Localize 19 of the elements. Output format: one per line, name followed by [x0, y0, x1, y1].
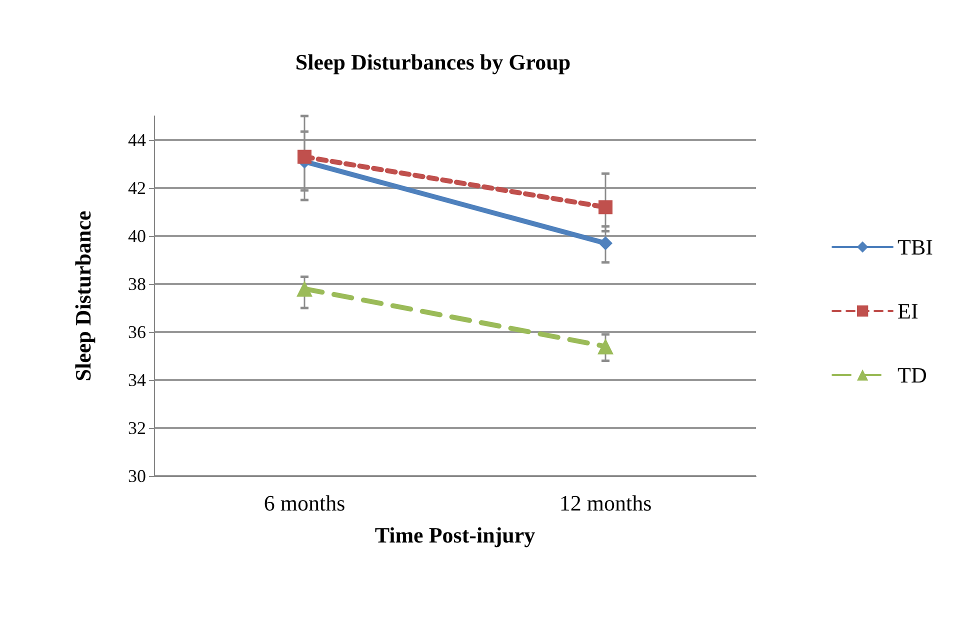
x-tick-label: 6 months — [264, 490, 346, 516]
chart-title: Sleep Disturbances by Group — [295, 50, 571, 74]
legend-label: EI — [898, 298, 918, 324]
y-tick-label: 30 — [128, 466, 146, 486]
point — [598, 236, 612, 250]
point — [598, 200, 612, 214]
x-tick-label: 12 months — [559, 490, 652, 516]
y-tick-label: 44 — [128, 130, 146, 150]
y-tick-label: 40 — [128, 226, 146, 246]
legend-label: TD — [898, 362, 927, 388]
y-tick-label: 42 — [128, 178, 146, 198]
y-tick-label: 32 — [128, 418, 146, 438]
y-axis-title: Sleep Disturbance — [70, 210, 96, 382]
x-axis-title: Time Post-injury — [374, 522, 536, 548]
legend-label: TBI — [898, 234, 934, 260]
y-tick-label: 36 — [128, 322, 146, 342]
y-tick-label: 34 — [128, 370, 146, 390]
y-tick-label: 38 — [128, 274, 146, 294]
point — [298, 150, 312, 164]
